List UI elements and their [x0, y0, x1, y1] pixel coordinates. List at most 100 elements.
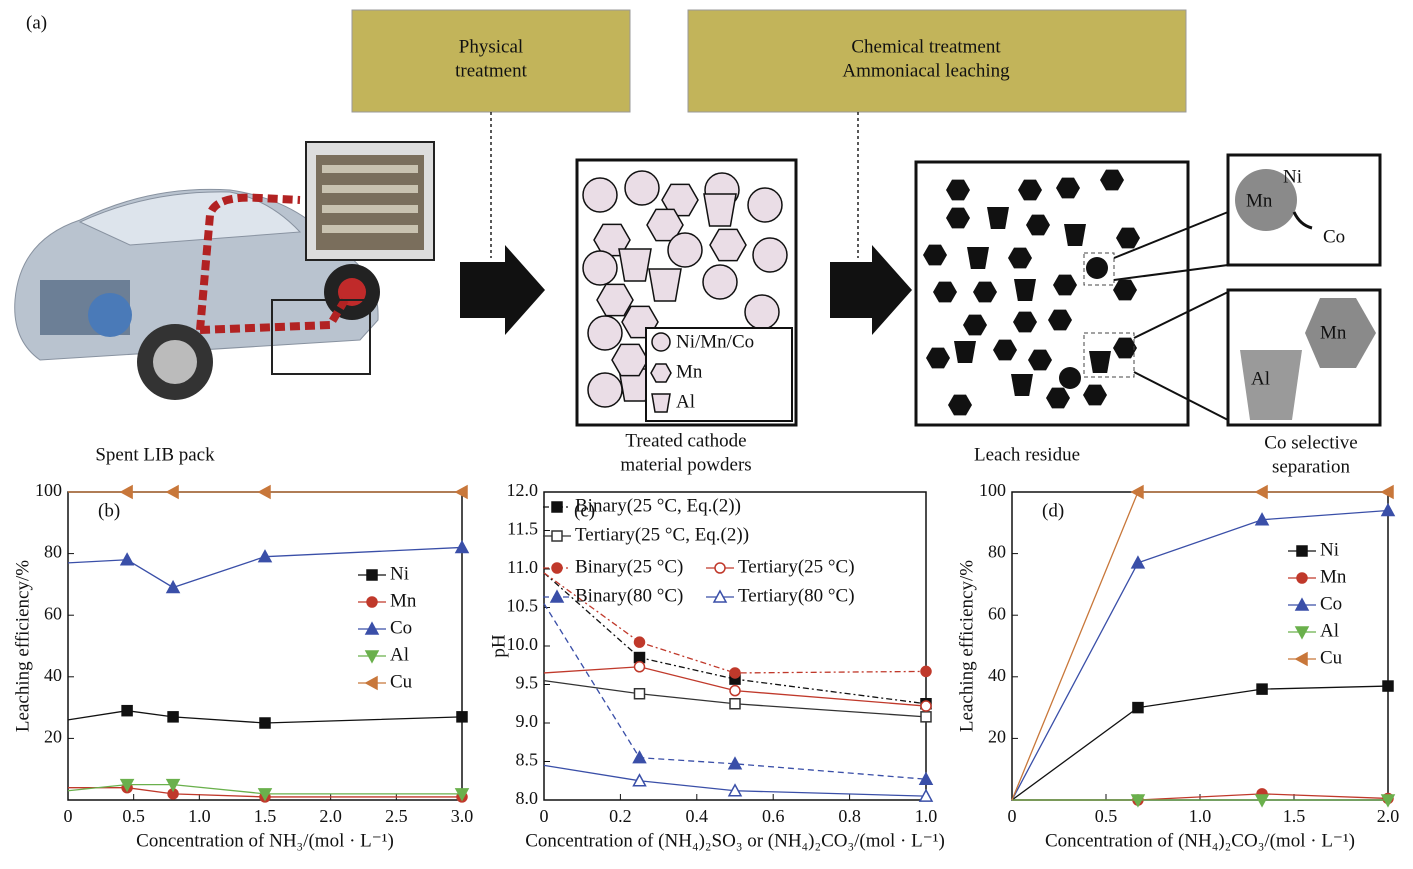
particle — [954, 341, 976, 363]
marker — [165, 778, 181, 793]
series-line — [1011, 509, 1389, 801]
particle — [1053, 274, 1077, 296]
particle — [1026, 214, 1050, 236]
x-tick-label: 0.2 — [609, 806, 632, 826]
legend-text: Al — [390, 644, 409, 665]
y-tick-label: 10.5 — [507, 596, 539, 616]
marker — [1256, 683, 1268, 695]
particle — [1056, 177, 1080, 199]
particle — [987, 207, 1009, 229]
particle — [1113, 337, 1137, 359]
particle-image — [1305, 298, 1376, 368]
x-tick-label: 0.5 — [1095, 806, 1118, 826]
y-tick-label: 8.5 — [516, 750, 539, 770]
legend-marker — [712, 589, 728, 603]
particle — [946, 179, 970, 201]
particle — [1113, 279, 1137, 301]
x-axis-label: Concentration of (NH₄)₂CO₃/(mol · L⁻¹) — [1045, 830, 1355, 851]
y-tick-label: 12.0 — [507, 480, 539, 500]
marker — [167, 711, 179, 723]
particle — [948, 394, 972, 416]
particle — [747, 187, 783, 223]
residue-box — [914, 160, 1190, 427]
residue-particles — [923, 169, 1140, 416]
particle — [923, 244, 947, 266]
particle — [1048, 309, 1072, 331]
particle — [963, 314, 987, 336]
particle — [596, 283, 634, 317]
plot-frame — [1011, 491, 1389, 801]
particle — [1064, 224, 1086, 246]
y-tick-label: 60 — [44, 603, 62, 623]
caption: separation — [1272, 456, 1351, 477]
x-tick-label: 0.6 — [762, 806, 785, 826]
marker — [1380, 484, 1394, 500]
marker — [729, 684, 741, 697]
legend-text: Binary(25 °C) — [575, 556, 683, 577]
particle — [1013, 311, 1037, 333]
step-text: Physical — [459, 36, 523, 57]
arrow — [460, 245, 545, 335]
inset-label: Mn — [1320, 322, 1347, 343]
particle — [1018, 179, 1042, 201]
series-line — [1011, 491, 1388, 801]
x-tick-label: 1.5 — [1283, 806, 1306, 826]
particle — [1011, 374, 1033, 396]
y-tick-label: 80 — [988, 542, 1006, 562]
legend-text: Co — [390, 617, 412, 638]
marker — [121, 704, 133, 717]
particle — [1116, 227, 1140, 249]
legend-text: Al — [676, 391, 695, 412]
particle — [648, 268, 682, 302]
marker — [119, 484, 133, 500]
particle — [1028, 349, 1052, 371]
legend-marker — [551, 562, 563, 574]
y-tick-label: 9.5 — [516, 673, 539, 693]
legend-marker — [364, 621, 380, 635]
x-tick-label: 0 — [540, 806, 549, 826]
x-tick-label: 0 — [64, 806, 73, 826]
x-tick-label: 2.5 — [385, 806, 408, 826]
x-axis-label: Concentration of (NH₄)₂SO₃ or (NH₄)₂CO₃/… — [525, 830, 945, 851]
marker — [454, 484, 468, 500]
marker — [729, 698, 741, 710]
marker — [918, 788, 934, 802]
y-tick-label: 100 — [979, 480, 1006, 500]
marker — [633, 687, 646, 700]
inset-label: Co — [1323, 226, 1345, 247]
series-line — [543, 572, 927, 674]
caption: Treated cathode — [625, 430, 746, 451]
particle-image — [1235, 169, 1297, 231]
marker — [633, 661, 646, 673]
particle — [1083, 384, 1107, 406]
legend-icon — [651, 332, 671, 352]
legend-text: Ni — [390, 563, 409, 584]
marker — [1254, 512, 1270, 526]
marker — [1130, 484, 1144, 500]
particle — [1014, 279, 1036, 301]
marker — [727, 783, 743, 797]
x-axis-label: Concentration of NH₃/(mol · L⁻¹) — [136, 830, 394, 851]
x-tick-label: 1.0 — [1189, 806, 1212, 826]
marker — [1382, 680, 1394, 692]
particle — [1046, 387, 1070, 409]
y-axis-label: Leaching efficiency/% — [12, 560, 33, 732]
particle — [703, 193, 737, 227]
marker — [1130, 794, 1146, 808]
marker — [632, 773, 647, 787]
marker — [633, 636, 646, 648]
legend-marker — [366, 569, 378, 581]
y-tick-label: 100 — [35, 480, 62, 500]
x-tick-label: 1.0 — [188, 806, 211, 826]
marker — [918, 771, 934, 785]
particle — [993, 339, 1017, 361]
panel-label: (d) — [1042, 500, 1064, 521]
marker — [727, 756, 743, 770]
series-line — [543, 764, 927, 797]
particle — [926, 347, 950, 369]
legend-text: Binary(80 °C) — [575, 585, 683, 606]
marker — [257, 549, 273, 563]
particle — [709, 228, 747, 262]
legend-text: Tertiary(25 °C, Eq.(2)) — [575, 524, 749, 545]
